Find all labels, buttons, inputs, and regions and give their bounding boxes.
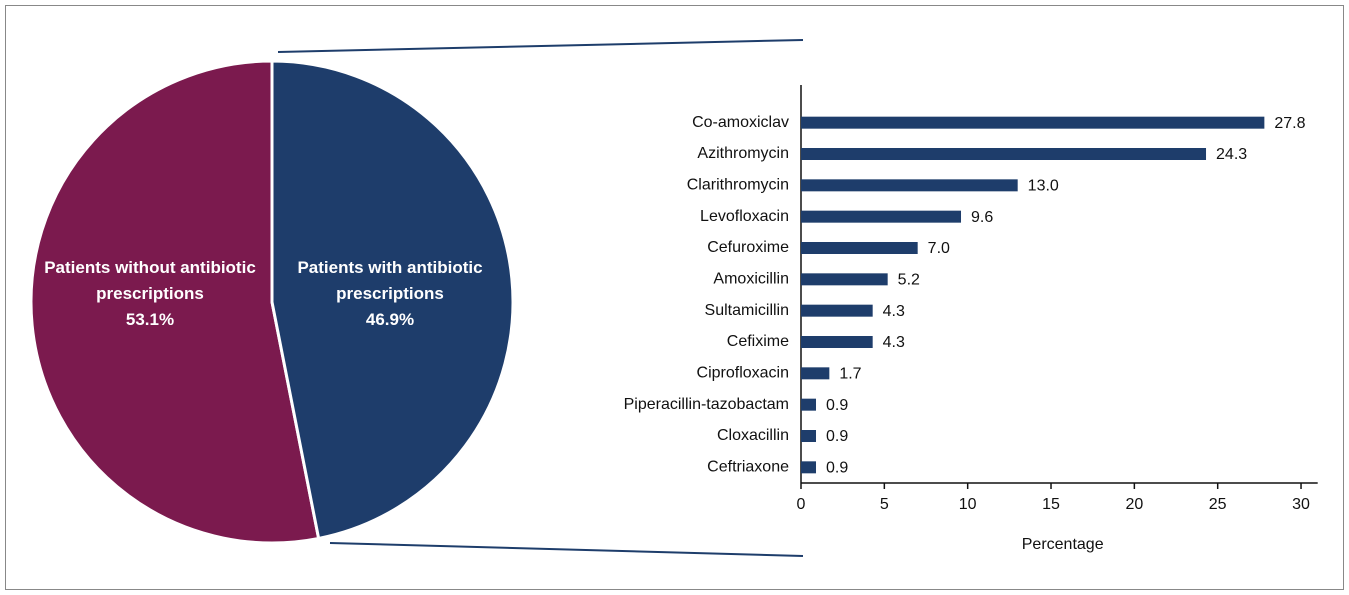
connector [329,542,804,557]
value-label: 24.3 [1216,146,1247,163]
bar [801,179,1018,192]
y-tick-label: Amoxicillin [713,271,789,288]
value-label: 0.9 [826,460,848,477]
value-label: 4.3 [883,303,905,320]
pie-slice [29,59,321,545]
bar [801,304,873,317]
value-label: 0.9 [826,428,848,445]
slice-value-label: 46.9% [365,310,415,329]
bar [801,116,1265,129]
bar [801,336,873,348]
connector [277,39,804,53]
slice-label: Patients with antibiotic prescriptions [297,258,483,303]
value-label: 7.0 [928,240,950,257]
slice-label: Patients without antibiotic prescription… [44,258,256,303]
bar [801,210,962,223]
bar [801,148,1207,160]
value-label: 4.3 [883,334,905,351]
frame [5,5,1344,590]
value-label: 1.7 [839,366,861,383]
bar [801,398,817,411]
x-tick-label: 30 [1292,496,1310,513]
x-tick-label: 25 [1209,496,1227,513]
y-tick-label: Levofloxacin [700,208,789,225]
bar [801,461,817,474]
x-tick-label: 10 [959,496,977,513]
bar [801,242,918,254]
y-tick-label: Ceftriaxone [707,459,789,476]
bar [801,430,817,442]
y-tick-label: Piperacillin-tazobactam [624,396,789,413]
slice-value-label: 53.1% [125,310,175,329]
y-tick-label: Co-amoxiclav [692,114,789,131]
x-tick-label: 0 [797,496,806,513]
y-tick-label: Cefuroxime [707,239,789,256]
x-tick-label: 5 [880,496,889,513]
y-tick-label: Cefixime [727,333,789,350]
pie-slice [270,59,515,541]
y-tick-label: Cloxacillin [717,427,789,444]
value-label: 13.0 [1028,178,1059,195]
value-label: 27.8 [1274,115,1305,132]
x-tick-label: 20 [1125,496,1143,513]
value-label: 5.2 [898,272,920,289]
x-axis-label: Percentage [1022,536,1104,553]
y-tick-label: Clarithromycin [687,177,789,194]
x-tick-label: 15 [1042,496,1060,513]
y-tick-label: Ciprofloxacin [697,365,789,382]
value-label: 9.6 [971,209,993,226]
bar [801,273,888,286]
y-tick-label: Azithromycin [697,145,789,162]
value-label: 0.9 [826,397,848,414]
y-tick-label: Sultamicillin [705,302,789,319]
bar [801,367,830,380]
